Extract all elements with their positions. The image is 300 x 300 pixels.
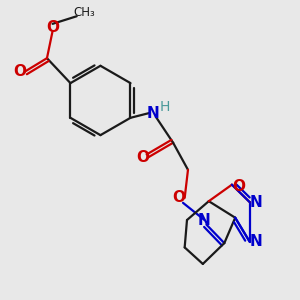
Text: O: O — [46, 20, 59, 34]
Text: N: N — [249, 234, 262, 249]
Text: N: N — [147, 106, 160, 121]
Text: O: O — [14, 64, 26, 79]
Text: O: O — [172, 190, 185, 206]
Text: N: N — [249, 195, 262, 210]
Text: O: O — [233, 179, 246, 194]
Text: O: O — [136, 150, 149, 165]
Text: H: H — [160, 100, 170, 114]
Text: N: N — [197, 213, 210, 228]
Text: CH₃: CH₃ — [73, 6, 95, 20]
